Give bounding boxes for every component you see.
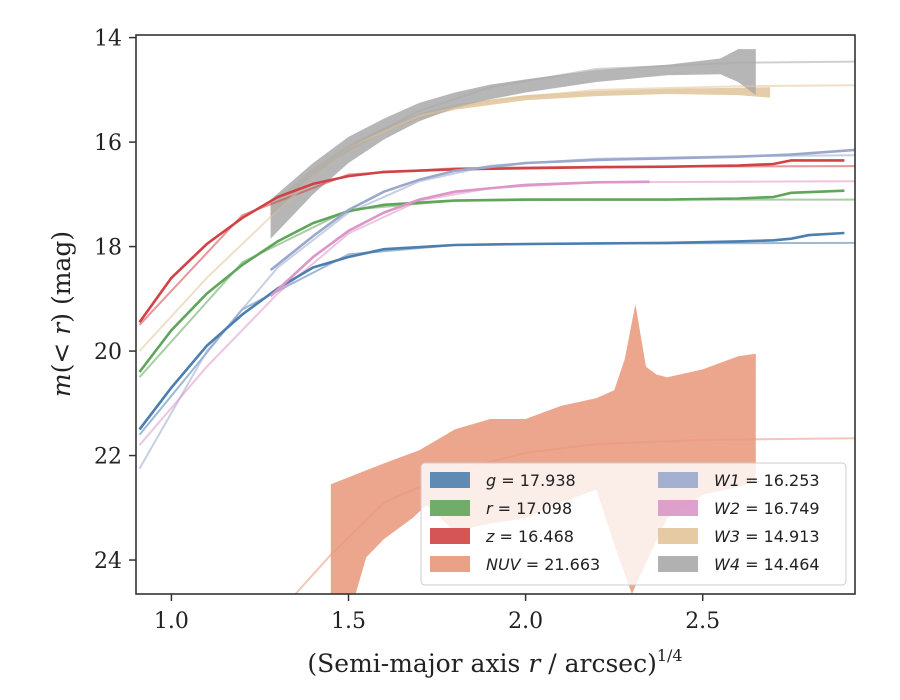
y-tick-label: 18 [94,236,122,261]
model-curve-w4 [269,60,855,216]
model-curve-w3 [138,84,855,352]
data-curve-g [138,231,845,431]
legend-label-r: r = 17.098 [486,499,572,518]
data-curve-w1 [269,148,855,272]
legend-box [420,462,847,586]
x-tick-label: 2.0 [508,609,543,634]
x-tick-label: 2.5 [685,609,720,634]
legend-swatch-nuv [430,556,470,572]
x-tick-label: 1.5 [331,609,366,634]
model-curve-r [138,198,855,378]
y-tick-label: 24 [94,549,122,574]
data-curve-r [138,189,845,373]
y-axis-ticks: 14 16 18 20 22 24 [94,27,136,574]
legend: g = 17.938 W1 = 16.253 r = 17.098 W2 = 16.7… [420,462,847,586]
legend-label-g: g = 17.938 [486,471,576,490]
model-curve-nuv [294,437,855,594]
legend-label-w2: W2 = 16.749 [714,499,820,518]
x-axis-ticks: 1.0 1.5 2.0 2.5 [154,594,720,634]
y-tick-label: 22 [94,445,122,470]
legend-label-w4: W4 = 14.464 [714,555,820,574]
legend-label-nuv: NUV = 21.663 [486,555,600,574]
y-tick-label: 20 [94,340,122,365]
data-curve-w2 [269,180,650,298]
legend-label-z: z = 16.468 [485,527,574,546]
plot-frame [135,34,856,595]
legend-swatch-w1 [658,472,698,488]
legend-label-w1: W1 = 16.253 [714,471,820,490]
x-tick-label: 1.0 [154,609,189,634]
x-axis-label: (Semi-major axis r / arcsec)1/4 [307,646,682,678]
y-tick-label: 16 [94,131,122,156]
data-curve-z [138,159,845,324]
data-curves [138,148,855,431]
legend-swatch-g [430,472,470,488]
legend-swatch-z [430,528,470,544]
legend-label-w3: W3 = 14.913 [714,527,820,546]
y-tick-label: 14 [94,27,122,52]
legend-swatch-w3 [658,528,698,544]
legend-swatch-r [430,500,470,516]
band-w4 [270,49,756,239]
legend-swatch-w4 [658,556,698,572]
legend-swatch-w2 [658,500,698,516]
y-axis-label: m(< r) (mag) [47,231,76,397]
